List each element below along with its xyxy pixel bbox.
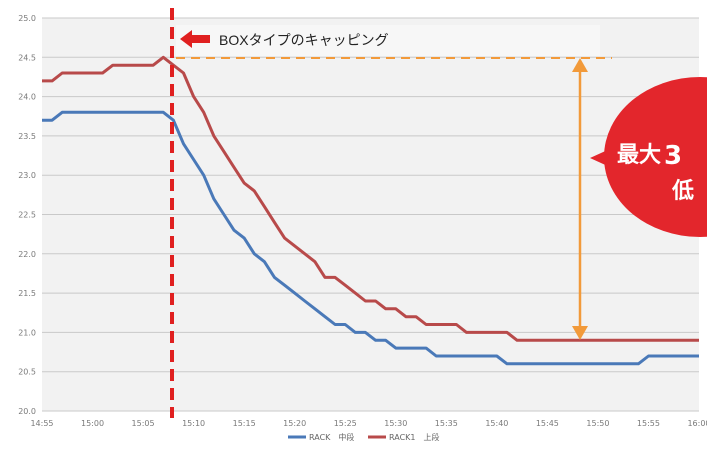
x-tick-label: 15:55 — [637, 419, 660, 428]
gridlines — [42, 17, 699, 412]
legend: RACK 中段 RACK1 上段 — [288, 432, 440, 442]
left-arrow-icon — [180, 30, 210, 48]
x-tick-label: 15:30 — [384, 419, 407, 428]
y-tick-label: 25.0 — [18, 14, 36, 23]
x-tick-label: 15:15 — [233, 419, 256, 428]
annotation-label: BOXタイプのキャッピング — [219, 32, 389, 48]
y-tick-label: 22.0 — [18, 250, 36, 259]
legend-label-blue: RACK 中段 — [309, 432, 354, 442]
x-tick-label: 15:45 — [536, 419, 559, 428]
y-tick-label: 23.5 — [18, 132, 36, 141]
annotation-band — [176, 25, 600, 56]
x-tick-label: 16:00 — [687, 419, 707, 428]
y-tick-label: 23.0 — [18, 171, 36, 180]
difference-arrow-up-head — [572, 58, 588, 72]
y-tick-label: 21.0 — [18, 328, 36, 337]
bubble-text-max: 最大 — [617, 143, 661, 168]
x-tick-label: 14:55 — [30, 419, 53, 428]
callout-bubble: 最大 3 低 — [590, 77, 707, 237]
y-tick-label: 21.5 — [18, 289, 36, 298]
bubble-text-number: 3 — [664, 141, 682, 171]
y-tick-label: 20.0 — [18, 407, 36, 416]
x-tick-label: 15:40 — [485, 419, 508, 428]
legend-label-red: RACK1 上段 — [389, 432, 440, 442]
y-tick-label: 24.5 — [18, 53, 36, 62]
x-tick-label: 15:05 — [132, 419, 155, 428]
y-axis-ticks: 25.0 24.5 24.0 23.5 23.0 22.5 22.0 21.5 21.0 20.5… — [18, 14, 36, 416]
x-tick-label: 15:10 — [182, 419, 205, 428]
y-tick-label: 24.0 — [18, 93, 36, 102]
series-line-1 — [42, 55, 699, 342]
x-tick-label: 15:20 — [283, 419, 306, 428]
series-line-0 — [42, 110, 699, 366]
y-tick-label: 20.5 — [18, 368, 36, 377]
x-axis-ticks: 14:55 15:00 15:05 15:10 15:15 15:20 15:25 15:30… — [30, 419, 707, 428]
x-tick-label: 15:50 — [586, 419, 609, 428]
bubble-text-low: 低 — [671, 179, 694, 204]
x-tick-label: 15:00 — [81, 419, 104, 428]
x-tick-label: 15:35 — [435, 419, 458, 428]
difference-arrow-down-head — [572, 326, 588, 340]
series-lines — [42, 55, 699, 366]
x-tick-label: 15:25 — [334, 419, 357, 428]
y-tick-label: 22.5 — [18, 211, 36, 220]
